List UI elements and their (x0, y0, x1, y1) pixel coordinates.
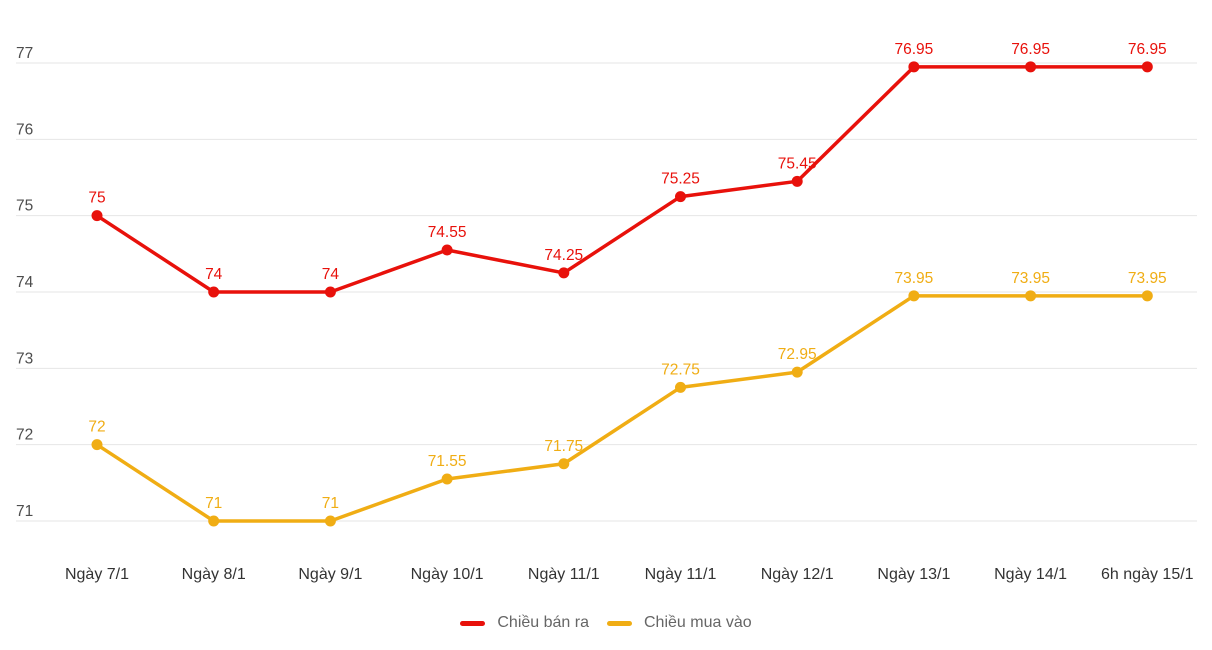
data-point-marker (1025, 61, 1037, 73)
x-axis-tick-label: 6h ngày 15/1 (1101, 566, 1194, 583)
y-axis-tick-label: 72 (16, 427, 33, 444)
data-point-label: 73.95 (1011, 270, 1050, 287)
data-point-label: 72 (88, 419, 105, 436)
data-point-marker (1141, 290, 1153, 302)
x-axis-tick-label: Ngày 11/1 (645, 566, 717, 583)
y-axis-tick-label: 73 (16, 350, 33, 367)
legend-item-sell[interactable]: Chiều bán ra (460, 614, 589, 632)
legend-label-sell: Chiều bán ra (497, 614, 589, 631)
x-axis-tick-label: Ngày 7/1 (65, 566, 129, 583)
data-point-marker (908, 290, 920, 302)
y-axis-tick-label: 71 (16, 503, 33, 520)
data-point-label: 75.25 (661, 171, 700, 188)
x-axis-tick-label: Ngày 14/1 (994, 566, 1067, 583)
data-point-label: 75.45 (778, 155, 817, 172)
y-axis-tick-label: 76 (16, 121, 33, 138)
x-axis-tick-label: Ngày 12/1 (761, 566, 834, 583)
data-point-label: 71 (205, 495, 222, 512)
data-point-label: 74 (205, 266, 223, 283)
data-point-marker (441, 473, 453, 485)
legend-label-buy: Chiều mua vào (644, 614, 752, 631)
data-point-marker (791, 175, 803, 187)
data-point-marker (1141, 61, 1153, 73)
data-point-marker (908, 61, 920, 73)
y-axis-tick-label: 74 (16, 274, 34, 291)
data-point-marker (324, 515, 336, 527)
series-line-1 (95, 294, 1150, 523)
data-point-label: 74.25 (544, 247, 583, 264)
data-point-label: 73.95 (895, 270, 934, 287)
data-point-marker (675, 191, 686, 203)
data-point-label: 71.55 (428, 453, 467, 470)
buy-series-swatch-icon (607, 620, 632, 626)
data-point-marker (208, 286, 220, 298)
data-point-marker (324, 286, 336, 298)
sell-series-swatch-icon (460, 620, 486, 626)
data-point-marker (558, 458, 570, 470)
data-point-marker (441, 244, 453, 256)
x-axis-tick-label: Ngày 10/1 (411, 566, 484, 583)
series-line-0 (95, 65, 1150, 294)
data-point-marker (791, 366, 803, 378)
data-point-marker (91, 210, 103, 222)
x-axis-tick-label: Ngày 11/1 (528, 566, 600, 583)
legend-item-buy[interactable]: Chiều mua vào (607, 614, 752, 632)
x-axis-tick-label: Ngày 13/1 (877, 566, 950, 583)
chart-legend: Chiều bán ra Chiều mua vào (0, 614, 1212, 632)
y-axis-tick-label: 75 (16, 198, 33, 215)
data-point-label: 73.95 (1128, 270, 1167, 287)
y-axis-tick-label: 77 (16, 45, 33, 62)
data-point-marker (91, 439, 103, 451)
data-point-label: 71.75 (544, 438, 583, 455)
data-point-label: 76.95 (1128, 41, 1167, 58)
x-axis-tick-label: Ngày 9/1 (298, 566, 362, 583)
data-point-label: 74.55 (428, 224, 467, 241)
data-point-marker (1025, 290, 1037, 302)
data-point-label: 74 (322, 266, 340, 283)
data-point-label: 76.95 (895, 41, 934, 58)
data-point-marker (208, 515, 220, 527)
data-point-label: 75 (88, 190, 105, 207)
data-point-label: 72.95 (778, 346, 817, 363)
data-point-label: 76.95 (1011, 41, 1050, 58)
data-point-marker (675, 381, 686, 393)
data-point-label: 72.75 (661, 361, 700, 378)
x-axis-tick-label: Ngày 8/1 (182, 566, 246, 583)
data-point-label: 71 (322, 495, 339, 512)
data-point-marker (558, 267, 570, 279)
